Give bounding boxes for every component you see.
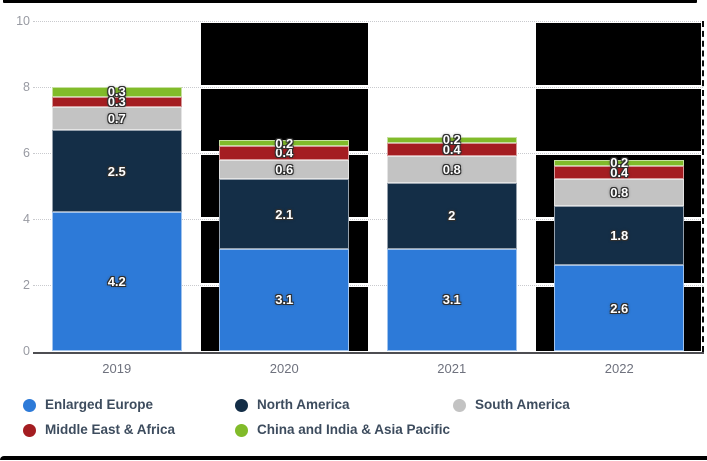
x-axis-label-2019: 2019 — [102, 361, 132, 376]
bar-segment-china-and-india-asia-pacific-2021[interactable] — [386, 136, 517, 144]
y-axis-tick-label-6: 6 — [23, 146, 30, 160]
gridline-y-2 — [33, 285, 703, 286]
bar-value-label: 0.3 — [107, 94, 126, 110]
bar-segment-enlarged-europe-2020[interactable] — [219, 248, 350, 351]
legend-label-north-america: North America — [257, 397, 350, 412]
legend-item-south-america[interactable]: South America — [453, 398, 570, 412]
gridline-y-6 — [33, 153, 703, 154]
bar-segment-middle-east-africa-2020[interactable] — [219, 146, 350, 160]
y-axis-tick-label-2: 2 — [23, 278, 30, 292]
bar-segment-middle-east-africa-2019[interactable] — [51, 96, 182, 107]
bar-value-label: 2.5 — [107, 163, 126, 179]
bar-segment-south-america-2022[interactable] — [554, 179, 685, 206]
gridline-y-8 — [33, 87, 703, 88]
x-axis-label-2020: 2020 — [269, 361, 299, 376]
legend-item-china-and-india-asia-pacific[interactable]: China and India & Asia Pacific — [235, 423, 450, 437]
legend-label-enlarged-europe: Enlarged Europe — [45, 397, 154, 412]
legend-dot-china-and-india-asia-pacific — [235, 423, 248, 437]
y-axis-tick-label-10: 10 — [16, 14, 30, 28]
bar-segment-china-and-india-asia-pacific-2022[interactable] — [554, 159, 685, 167]
legend-dot-enlarged-europe — [23, 398, 36, 412]
bar-value-label: 2 — [448, 208, 456, 224]
bar-segment-enlarged-europe-2021[interactable] — [386, 248, 517, 351]
bar-value-label: 0.4 — [275, 145, 294, 161]
bar-segment-south-america-2019[interactable] — [51, 106, 182, 130]
bar-value-label: 0.4 — [610, 165, 629, 181]
bar-segment-north-america-2020[interactable] — [219, 179, 350, 249]
legend-item-enlarged-europe[interactable]: Enlarged Europe — [23, 398, 153, 412]
gridline-y-4 — [33, 219, 703, 220]
redaction-box — [535, 89, 701, 151]
x-axis-line — [33, 352, 704, 354]
bar-value-label: 2.6 — [610, 300, 629, 316]
redaction-box — [535, 23, 701, 85]
legend-dot-middle-east-africa — [23, 423, 36, 437]
bar-value-label: 0.6 — [275, 161, 294, 177]
bar-value-label: 0.8 — [610, 185, 629, 201]
y-axis-tick-label-0: 0 — [23, 344, 30, 358]
bar-segment-enlarged-europe-2022[interactable] — [554, 265, 685, 351]
bar-value-label: 0.7 — [107, 110, 126, 126]
legend-item-north-america[interactable]: North America — [235, 398, 350, 412]
plot-right-dashed-border — [702, 21, 704, 352]
bar-value-label: 4.2 — [107, 274, 126, 290]
y-axis-tick-label-8: 8 — [23, 80, 30, 94]
bar-value-label: 1.8 — [610, 227, 629, 243]
redaction-box — [200, 23, 368, 85]
bar-segment-china-and-india-asia-pacific-2019[interactable] — [51, 87, 182, 97]
bar-segment-middle-east-africa-2022[interactable] — [554, 166, 685, 180]
legend-label-south-america: South America — [475, 397, 570, 412]
y-axis-tick-label-4: 4 — [23, 212, 30, 226]
legend-dot-north-america — [235, 398, 248, 412]
bottom-frame-border — [0, 456, 707, 460]
x-axis-label-2022: 2022 — [604, 361, 634, 376]
x-axis-label-2021: 2021 — [437, 361, 467, 376]
legend-dot-south-america — [453, 398, 466, 412]
bar-segment-north-america-2021[interactable] — [386, 182, 517, 249]
legend-item-middle-east-africa[interactable]: Middle East & Africa — [23, 423, 175, 437]
bar-value-label: 3.1 — [442, 292, 461, 308]
legend-label-china-and-india-asia-pacific: China and India & Asia Pacific — [257, 422, 451, 437]
bar-value-label: 0.8 — [442, 161, 461, 177]
gridline-y-10 — [33, 21, 703, 22]
bar-segment-north-america-2022[interactable] — [554, 205, 685, 266]
bar-segment-china-and-india-asia-pacific-2020[interactable] — [219, 139, 350, 147]
bar-segment-south-america-2020[interactable] — [219, 159, 350, 180]
bar-value-label: 3.1 — [275, 292, 294, 308]
legend-label-middle-east-africa: Middle East & Africa — [45, 422, 176, 437]
bar-value-label: 2.1 — [275, 206, 294, 222]
bar-value-label: 0.3 — [107, 84, 126, 100]
bar-value-label: 0.4 — [442, 142, 461, 158]
bar-segment-enlarged-europe-2019[interactable] — [51, 212, 182, 351]
bar-segment-north-america-2019[interactable] — [51, 129, 182, 213]
bar-segment-middle-east-africa-2021[interactable] — [386, 143, 517, 157]
top-frame-border — [3, 0, 697, 3]
bar-segment-south-america-2021[interactable] — [386, 156, 517, 183]
